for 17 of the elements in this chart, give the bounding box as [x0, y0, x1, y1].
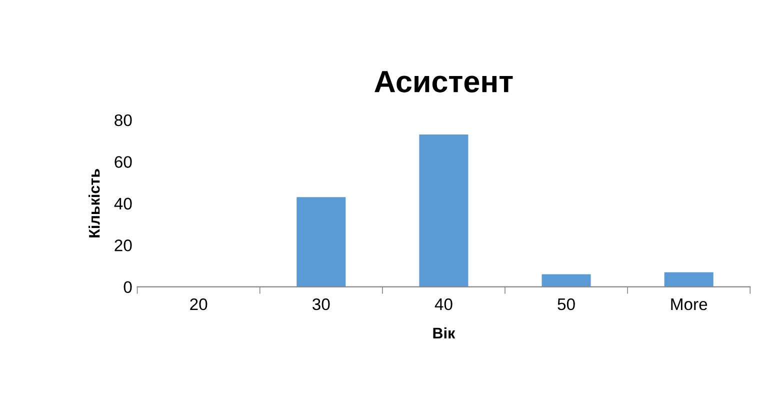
bar: [542, 274, 591, 287]
bar: [419, 134, 468, 287]
x-tick-label: More: [671, 298, 708, 310]
y-axis-title: Кількість: [88, 169, 100, 238]
x-tick-label: 40: [434, 298, 452, 310]
y-tick-label: 60: [114, 156, 132, 168]
x-tick-label: 50: [558, 298, 575, 310]
y-tick-label: 40: [114, 198, 132, 210]
y-tick-label: 0: [124, 281, 132, 294]
bar: [296, 197, 346, 287]
y-tick-label: 80: [114, 114, 132, 126]
x-axis-title: Вік: [433, 327, 456, 338]
y-tick-label: 20: [114, 240, 132, 252]
bar: [664, 272, 714, 287]
chart-title: Асистент: [374, 71, 513, 92]
x-tick-label: 30: [312, 298, 330, 310]
x-tick-label: 20: [190, 298, 208, 310]
